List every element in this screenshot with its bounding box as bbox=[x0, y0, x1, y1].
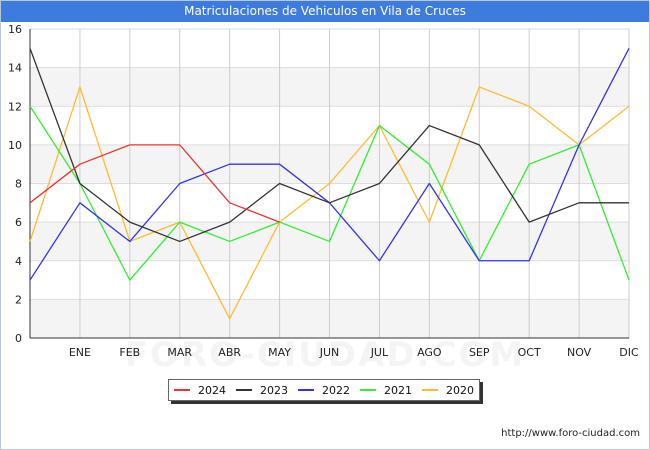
x-tick-label: ABR bbox=[218, 346, 241, 359]
legend-swatch bbox=[360, 389, 376, 391]
x-tick-label: ENE bbox=[69, 346, 91, 359]
tick-labels: 0 2 4 6 8 10 12 14 16 ENE FEB MAR ABR MAY JUN JUL AGO SEP… bbox=[8, 23, 639, 359]
series-line-2024 bbox=[29, 144, 280, 223]
legend-swatch bbox=[422, 389, 438, 391]
legend-item-2021: 2021 bbox=[360, 384, 412, 397]
y-tick-label: 6 bbox=[15, 216, 22, 229]
legend-label: 2020 bbox=[446, 383, 474, 397]
chart-title: Matriculaciones de Vehiculos en Vila de … bbox=[1, 1, 649, 22]
x-tick-label: SEP bbox=[469, 346, 490, 359]
x-tick-label: NOV bbox=[567, 346, 592, 359]
legend-item-2024: 2024 bbox=[174, 384, 226, 397]
series-line-2023 bbox=[29, 48, 629, 243]
legend: 2024 2023 2022 2021 2020 bbox=[168, 379, 480, 401]
x-tick-label: DIC bbox=[619, 346, 639, 359]
x-tick-label: OCT bbox=[518, 346, 541, 359]
legend-item-2023: 2023 bbox=[236, 384, 288, 397]
axes bbox=[29, 29, 629, 339]
legend-swatch bbox=[236, 389, 252, 391]
legend-label: 2022 bbox=[322, 383, 350, 397]
x-tick-label: FEB bbox=[119, 346, 140, 359]
x-tick-label: AGO bbox=[417, 346, 442, 359]
x-tick-label: MAY bbox=[268, 346, 291, 359]
series-lines bbox=[29, 48, 630, 320]
legend-item-2020: 2020 bbox=[422, 384, 474, 397]
y-tick-label: 16 bbox=[8, 23, 22, 36]
footer-url: http://www.foro-ciudad.com bbox=[501, 428, 640, 439]
x-tick-label: MAR bbox=[167, 346, 192, 359]
y-tick-label: 10 bbox=[8, 139, 22, 152]
legend-swatch bbox=[174, 389, 190, 391]
y-tick-label: 4 bbox=[15, 255, 22, 268]
legend-label: 2021 bbox=[384, 383, 412, 397]
y-tick-label: 12 bbox=[8, 100, 22, 113]
series-line-2021 bbox=[29, 105, 630, 281]
legend-label: 2024 bbox=[198, 383, 226, 397]
y-tick-label: 14 bbox=[8, 62, 22, 75]
legend-item-2022: 2022 bbox=[298, 384, 350, 397]
y-tick-label: 0 bbox=[15, 332, 22, 345]
x-tick-label: JUN bbox=[319, 346, 340, 359]
y-tick-label: 2 bbox=[15, 293, 22, 306]
legend-swatch bbox=[298, 389, 314, 391]
y-tick-label: 8 bbox=[15, 178, 22, 191]
x-tick-label: JUL bbox=[370, 346, 389, 359]
legend-label: 2023 bbox=[260, 383, 288, 397]
